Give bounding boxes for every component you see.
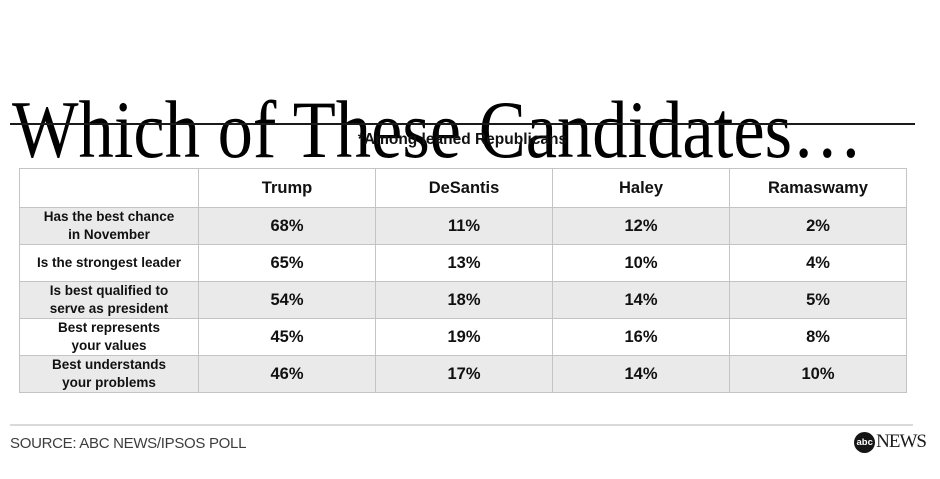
cell-value: 19% bbox=[375, 318, 553, 356]
cell-value: 68% bbox=[198, 207, 376, 245]
table-row: Best understands your problems 46% 17% 1… bbox=[19, 355, 907, 393]
abc-news-logo: abc NEWS bbox=[854, 431, 927, 453]
page-title: Which of These Candidates… bbox=[12, 83, 863, 175]
cell-value: 4% bbox=[729, 244, 907, 282]
cell-value: 10% bbox=[729, 355, 907, 393]
table-row: Best represents your values 45% 19% 16% … bbox=[19, 318, 907, 356]
row-label-best-qualified: Is best qualified to serve as president bbox=[19, 281, 199, 319]
column-header-ramaswamy: Ramaswamy bbox=[729, 168, 907, 208]
cell-value: 16% bbox=[552, 318, 730, 356]
cell-value: 45% bbox=[198, 318, 376, 356]
cell-value: 2% bbox=[729, 207, 907, 245]
column-header-trump: Trump bbox=[198, 168, 376, 208]
cell-value: 17% bbox=[375, 355, 553, 393]
table-header-row: Trump DeSantis Haley Ramaswamy bbox=[19, 168, 907, 208]
source-credit: SOURCE: ABC NEWS/IPSOS POLL bbox=[10, 435, 247, 452]
cell-value: 10% bbox=[552, 244, 730, 282]
table-row: Has the best chance in November 68% 11% … bbox=[19, 207, 907, 245]
column-header-desantis: DeSantis bbox=[375, 168, 553, 208]
abc-logo-icon: abc bbox=[854, 431, 876, 453]
table-row: Is the strongest leader 65% 13% 10% 4% bbox=[19, 244, 907, 282]
cell-value: 13% bbox=[375, 244, 553, 282]
cell-value: 54% bbox=[198, 281, 376, 319]
poll-table: Trump DeSantis Haley Ramaswamy Has the b… bbox=[19, 168, 907, 393]
footer-divider bbox=[10, 424, 913, 426]
cell-value: 8% bbox=[729, 318, 907, 356]
cell-value: 12% bbox=[552, 207, 730, 245]
abc-news-wordmark: NEWS bbox=[876, 431, 927, 452]
row-label-understands-problems: Best understands your problems bbox=[19, 355, 199, 393]
cell-value: 5% bbox=[729, 281, 907, 319]
corner-cell bbox=[19, 168, 199, 208]
cell-value: 14% bbox=[552, 355, 730, 393]
column-header-haley: Haley bbox=[552, 168, 730, 208]
row-label-best-chance: Has the best chance in November bbox=[19, 207, 199, 245]
cell-value: 18% bbox=[375, 281, 553, 319]
cell-value: 11% bbox=[375, 207, 553, 245]
row-label-strongest-leader: Is the strongest leader bbox=[19, 244, 199, 282]
cell-value: 46% bbox=[198, 355, 376, 393]
subtitle: *Among leaned Republicans bbox=[357, 131, 568, 148]
cell-value: 14% bbox=[552, 281, 730, 319]
cell-value: 65% bbox=[198, 244, 376, 282]
table-row: Is best qualified to serve as president … bbox=[19, 281, 907, 319]
row-label-represents-values: Best represents your values bbox=[19, 318, 199, 356]
title-divider bbox=[10, 123, 915, 125]
